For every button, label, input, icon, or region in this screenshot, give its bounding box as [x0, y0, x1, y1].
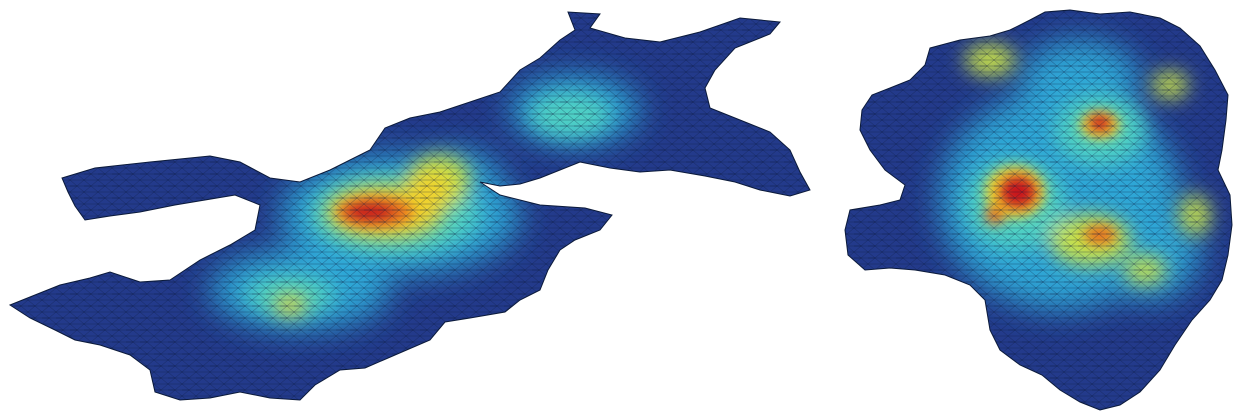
right-panel — [844, 9, 1233, 411]
right-heat-field — [845, 10, 1232, 410]
right-mesh-overlay — [845, 10, 1232, 410]
left-panel — [9, 11, 811, 401]
